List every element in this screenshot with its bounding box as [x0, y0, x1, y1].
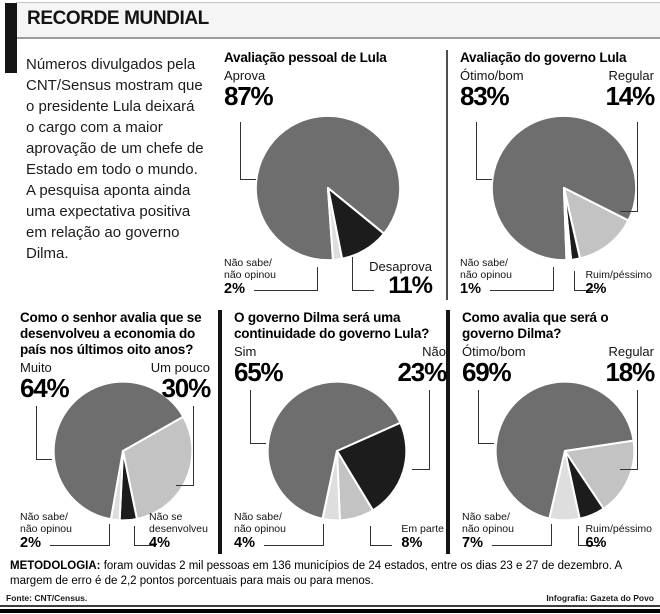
callout-line [250, 390, 266, 444]
slice-label-nao-se-desenvolveu: Não se desenvolveu 4% [149, 511, 208, 551]
pie-slice-não [335, 421, 408, 512]
pie-slice-não-sabe--não-opinou [109, 449, 125, 522]
callout-line [578, 526, 600, 546]
chart-area: Aprova 87% Não sabe/ não opinou 2% Desap… [224, 66, 436, 300]
slice-label-otimo-bom: Ótimo/bom 69% [462, 344, 526, 387]
pie-governo-dilma [494, 380, 636, 522]
pie-slice-regular [562, 186, 630, 260]
pie-slice-sim [266, 380, 402, 520]
slice-label-nao-sabe: Não sabe/ não opinou 2% [224, 257, 276, 297]
callout-line [134, 526, 156, 546]
footer-credit: Infografia: Gazeta do Povo [546, 593, 654, 603]
chart-area: Ótimo/bom 69% Regular 18% Não sabe/ não … [462, 342, 656, 554]
slice-label-nao-sabe: Não sabe/ não opinou 2% [20, 511, 72, 551]
slice-label-otimo-bom: Ótimo/bom 83% [460, 68, 524, 111]
pie-continuidade [266, 380, 408, 522]
slice-label-desaprova: Desaprova 11% [369, 259, 433, 299]
chart-panel-avaliacao-pessoal: Avaliação pessoal de Lula Aprova 87% Não… [218, 50, 446, 300]
footer: Fonte: CNT/Census. Infografia: Gazeta do… [0, 593, 660, 613]
slice-label-muito: Muito 64% [20, 360, 70, 403]
chart-panel-economia: Como o senhor avalia que se desenvolveu … [6, 310, 218, 554]
chart-area: Muito 64% Um pouco 30% Não sabe/ não opi… [20, 358, 211, 554]
callout-line [352, 257, 374, 291]
chart-area: Sim 65% Não 23% Não sabe/ não opinou 4% … [234, 342, 448, 554]
footer-divider-thin [0, 605, 660, 607]
callout-line [620, 122, 638, 212]
callout-line [574, 271, 596, 291]
pie-slice-não-sabe--não-opinou [321, 449, 341, 522]
callout-line [264, 524, 324, 546]
bottom-section: Como o senhor avalia que se desenvolveu … [0, 300, 660, 554]
methodology-label: METODOLOGIA: [10, 560, 101, 572]
footer-source: Fonte: CNT/Census. [6, 593, 88, 603]
header-underline [16, 37, 660, 39]
pie-slice-não-sabe--não-opinou [326, 186, 344, 262]
callout-line [370, 526, 392, 546]
slice-label-ruim-pessimo: Ruim/péssimo 2% [585, 268, 652, 297]
chart-title: Como o senhor avalia que se desenvolveu … [20, 310, 202, 357]
chart-title: Avaliação do governo Lula [460, 50, 627, 65]
callout-line [240, 122, 256, 180]
pie-slice-não-sabe--não-opinou [562, 186, 573, 262]
top-section: Números divulgados pela CNT/Sensus mostr… [0, 42, 660, 300]
slice-label-ruim-pessimo: Ruim/péssimo 6% [585, 522, 652, 551]
callout-line [620, 390, 638, 470]
slice-label-aprova: Aprova 87% [224, 68, 274, 111]
footer-divider-thick [0, 609, 660, 613]
methodology-text: METODOLOGIA: foram ouvidas 2 mil pessoas… [10, 560, 622, 587]
header-title-band [16, 3, 660, 37]
slice-label-sim: Sim 65% [234, 344, 284, 387]
pie-economia [52, 380, 194, 522]
pie-governo-lula [490, 114, 638, 262]
chart-title: Como avalia que será o governo Dilma? [462, 310, 609, 341]
callout-line [50, 524, 110, 546]
slice-label-nao-sabe: Não sabe/ não opinou 7% [462, 511, 514, 551]
callout-line [254, 267, 318, 291]
header: RECORDE MUNDIAL [0, 0, 660, 73]
slice-label-em-parte: Em parte 8% [401, 522, 444, 551]
intro-text: Números divulgados pela CNT/Sensus mostr… [26, 56, 204, 262]
pie-slice-regular [563, 439, 636, 510]
callout-line [476, 122, 492, 180]
slice-label-nao: Não 23% [397, 344, 448, 387]
callout-line [478, 390, 494, 444]
pie-slice-não-sabe--não-opinou [548, 449, 581, 522]
slice-label-um-pouco: Um pouco 30% [150, 360, 211, 403]
callout-line [36, 406, 52, 460]
slice-label-nao-sabe: Não sabe/ não opinou 1% [460, 257, 512, 297]
chart-title: O governo Dilma será uma continuidade do… [234, 310, 430, 341]
page-title: RECORDE MUNDIAL [27, 8, 209, 29]
pie-avaliacao-pessoal [254, 114, 402, 262]
chart-panel-governo-lula: Avaliação do governo Lula Ótimo/bom 83% … [446, 50, 656, 300]
callout-line [412, 390, 430, 470]
chart-title: Avaliação pessoal de Lula [224, 50, 387, 65]
callout-line [490, 267, 554, 291]
slice-label-nao-sabe: Não sabe/ não opinou 4% [234, 511, 286, 551]
pie-slice-muito [52, 380, 185, 521]
slice-label-regular: Regular 18% [605, 344, 656, 387]
chart-panel-continuidade: O governo Dilma será uma continuidade do… [218, 310, 448, 554]
title-marker-bar [5, 3, 17, 73]
chart-area: Ótimo/bom 83% Regular 14% Não sabe/ não … [460, 66, 656, 300]
slice-label-regular: Regular 14% [605, 68, 656, 111]
chart-panel-governo-dilma: Como avalia que será o governo Dilma? Ót… [446, 310, 656, 554]
callout-line [176, 406, 194, 486]
header-top-hairline [16, 2, 660, 3]
pie-slice-um-pouco [121, 415, 194, 520]
callout-line [492, 524, 552, 546]
